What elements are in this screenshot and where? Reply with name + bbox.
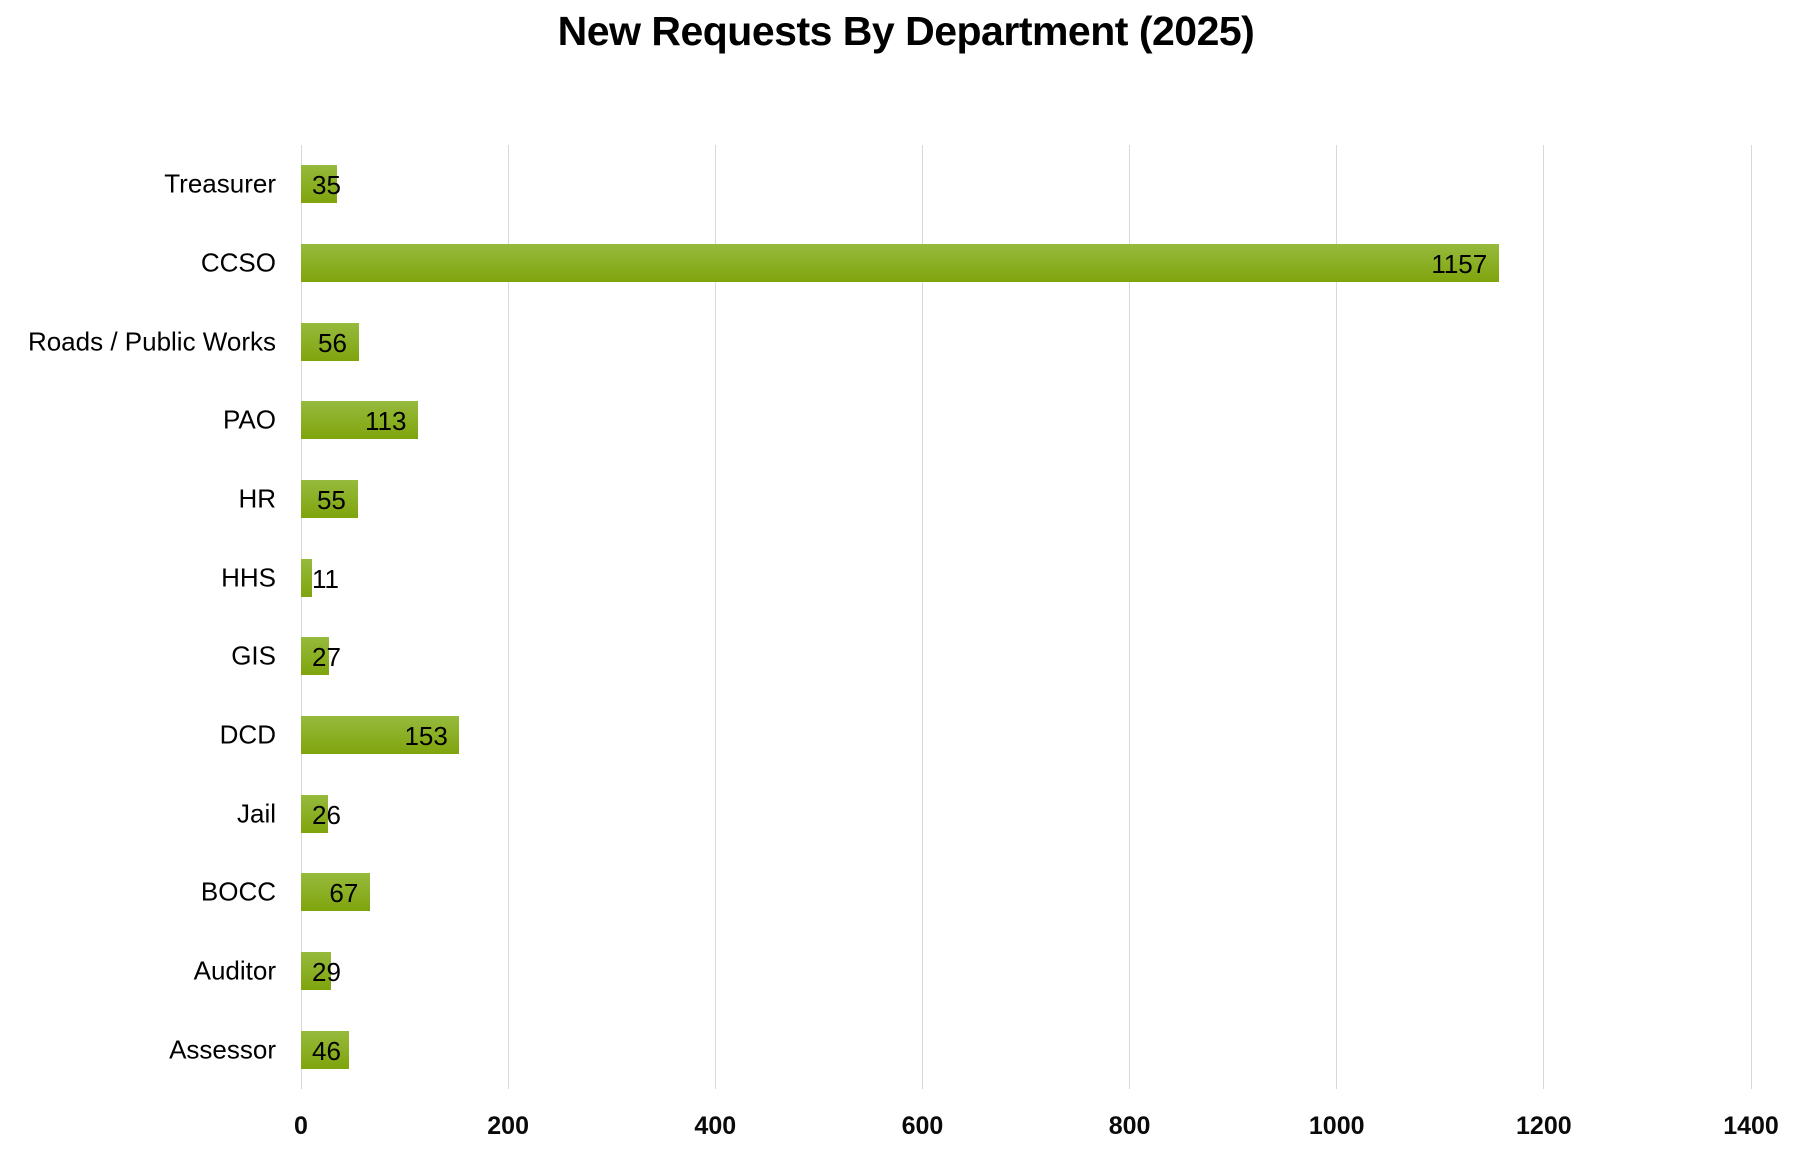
category-label: HR — [238, 483, 276, 514]
gridline — [1750, 145, 1752, 1089]
category-label: DCD — [219, 719, 276, 750]
bar — [301, 558, 313, 597]
data-label: 1157 — [1431, 249, 1488, 279]
category-label: Auditor — [193, 955, 276, 986]
data-label: 55 — [316, 485, 346, 515]
data-label: 35 — [312, 170, 341, 201]
data-label: 26 — [312, 799, 341, 830]
gridline — [507, 145, 509, 1089]
x-axis-tick-label: 0 — [294, 1112, 308, 1140]
gridline — [300, 145, 302, 1089]
category-label: Jail — [236, 798, 276, 829]
data-label: 29 — [312, 957, 341, 987]
bar — [301, 165, 338, 204]
gridline — [1129, 145, 1131, 1089]
gridline — [921, 145, 923, 1089]
category-label: CCSO — [200, 247, 276, 278]
category-label: BOCC — [200, 876, 276, 907]
category-label: Assessor — [169, 1034, 276, 1065]
data-label: 46 — [312, 1035, 341, 1066]
category-label: GIS — [231, 640, 276, 671]
x-axis-tick-label: 800 — [1108, 1112, 1151, 1140]
bar — [301, 480, 358, 518]
bar — [301, 873, 371, 912]
category-label: PAO — [223, 404, 276, 435]
category-label: HHS — [221, 562, 276, 593]
bar — [301, 401, 419, 440]
gridline — [714, 145, 716, 1089]
category-label: Treasurer — [164, 168, 276, 199]
x-axis-tick-label: 1400 — [1723, 1112, 1779, 1140]
category-label: Roads / Public Works — [27, 326, 276, 357]
x-axis-tick-label: 600 — [901, 1112, 944, 1140]
x-axis-tick-label: 1000 — [1308, 1112, 1365, 1140]
bar — [301, 1030, 349, 1069]
data-label: 11 — [312, 563, 339, 594]
bar — [301, 244, 1500, 282]
gridline — [1336, 145, 1338, 1089]
bar — [301, 322, 359, 361]
bar — [301, 952, 332, 990]
x-axis-tick-label: 200 — [487, 1112, 529, 1140]
data-label: 27 — [312, 642, 341, 673]
bar — [301, 637, 329, 676]
bar — [301, 794, 328, 833]
data-label: 67 — [329, 878, 359, 909]
data-label: 56 — [318, 327, 347, 358]
data-label: 113 — [365, 406, 407, 437]
x-axis-tick-label: 1200 — [1516, 1112, 1572, 1140]
bar — [301, 716, 460, 754]
gridline — [1543, 145, 1545, 1089]
chart-title: New Requests By Department (2025) — [557, 8, 1255, 54]
data-label: 153 — [404, 721, 448, 751]
x-axis-tick-label: 400 — [694, 1112, 737, 1140]
